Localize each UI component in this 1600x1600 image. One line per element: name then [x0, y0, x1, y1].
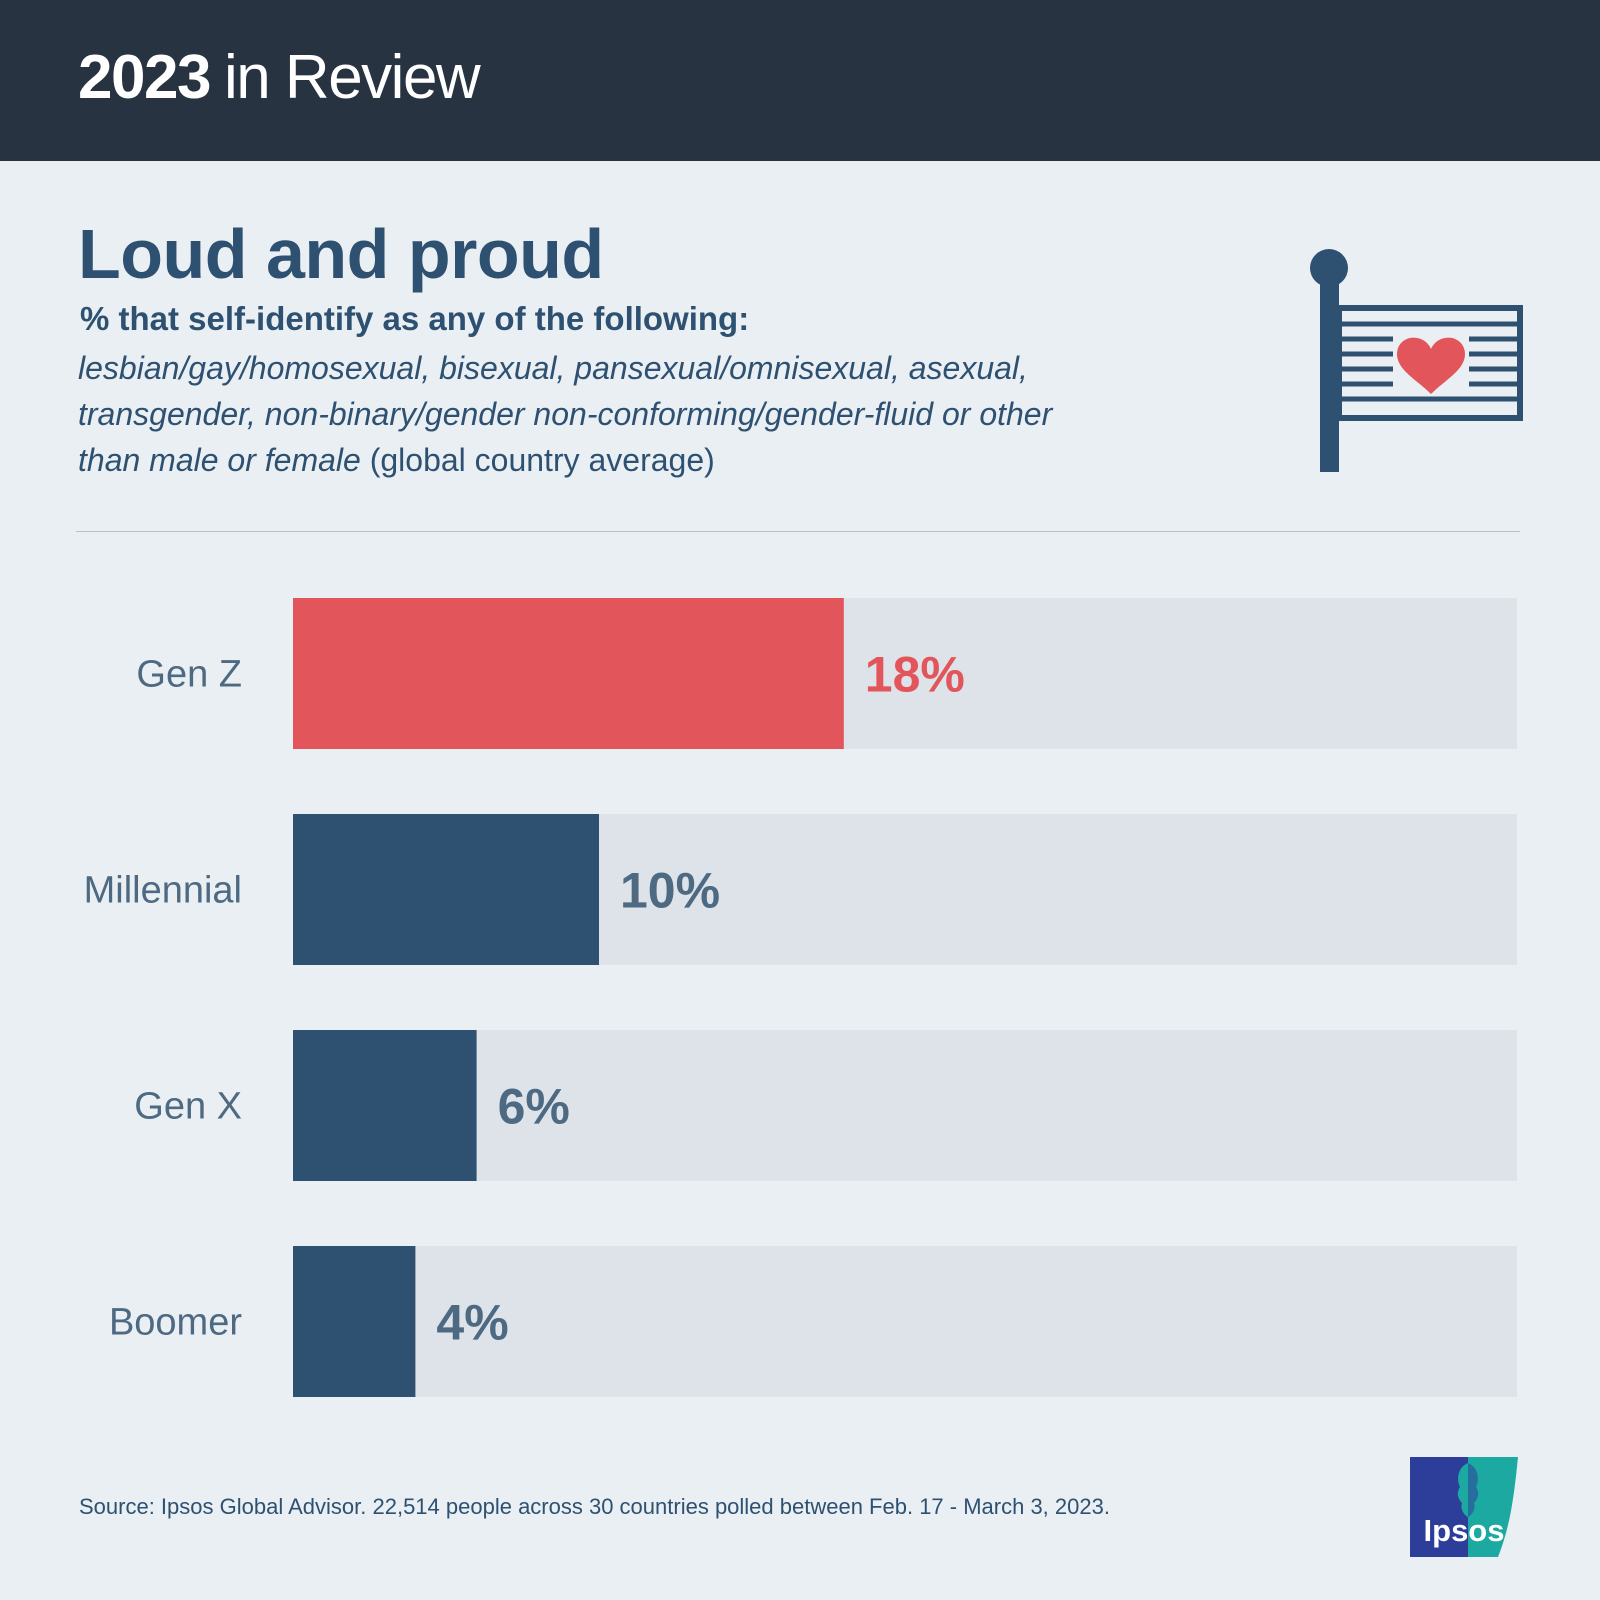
- bar-track: [293, 1246, 1517, 1397]
- description-line-2: transgender, non-binary/gender non-confo…: [78, 396, 1053, 432]
- category-label: Gen Z: [136, 654, 242, 696]
- description-line-1: lesbian/gay/homosexual, bisexual, pansex…: [78, 350, 1028, 386]
- value-label: 4%: [436, 1295, 508, 1351]
- logo-text: Ipsos: [1424, 1513, 1505, 1548]
- header-title: 2023 in Review: [78, 42, 481, 113]
- value-label: 18%: [865, 647, 965, 703]
- description-note: (global country average): [360, 442, 715, 478]
- category-label: Millennial: [84, 870, 242, 912]
- category-label: Boomer: [109, 1302, 242, 1344]
- divider: [76, 531, 1520, 532]
- chart-title: Loud and proud: [78, 215, 604, 293]
- header-subtitle: in Review: [223, 43, 481, 112]
- header-banner: 2023 in Review: [0, 0, 1600, 161]
- chart-description: lesbian/gay/homosexual, bisexual, pansex…: [78, 345, 1178, 483]
- ipsos-logo: Ipsos: [1410, 1457, 1518, 1557]
- value-label: 6%: [498, 1079, 570, 1135]
- description-line-3: than male or female: [78, 442, 361, 478]
- bar: [293, 598, 844, 749]
- chart-subtitle: % that self-identify as any of the follo…: [80, 300, 750, 337]
- bar: [293, 814, 599, 965]
- pride-flag-heart-icon: [1310, 249, 1523, 472]
- value-label: 10%: [620, 863, 720, 919]
- category-label: Gen X: [134, 1086, 242, 1128]
- bar-track: [293, 1030, 1517, 1181]
- bar: [293, 1030, 477, 1181]
- bar: [293, 1246, 416, 1397]
- header-year: 2023: [78, 43, 211, 112]
- source-note: Source: Ipsos Global Advisor. 22,514 peo…: [79, 1494, 1110, 1519]
